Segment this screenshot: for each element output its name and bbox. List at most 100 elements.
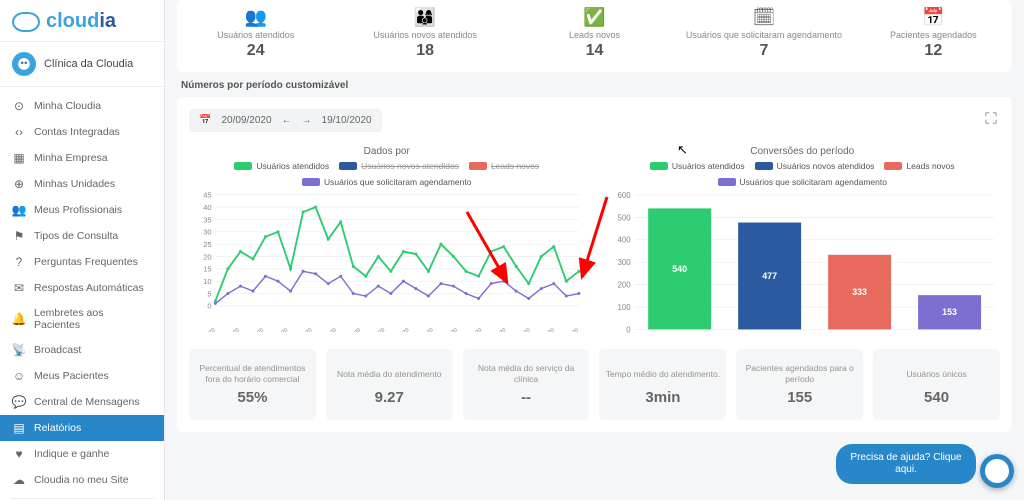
sidebar-item-12[interactable]: ▤ Relatórios [0,415,164,441]
sidebar-item-13[interactable]: ♥Indique e ganhe [0,441,164,467]
bar-legend-item-2[interactable]: Leads novos [884,161,954,171]
bar-legend-swatch-0 [650,162,668,170]
stat-icon-1: 👨‍👩‍👦 [346,6,503,28]
date-end: 19/10/2020 [322,115,372,126]
bar-legend-swatch-1 [755,162,773,170]
date-range-picker[interactable]: 📅 20/09/2020 ← → 19/10/2020 [189,109,382,132]
clinic-selector[interactable]: Clínica da Cloudia [0,41,164,87]
line-chart: 05101520253035404519/09/202021/09/202023… [189,191,585,332]
svg-text:17/10/2020: 17/10/2020 [530,327,555,332]
clinic-avatar-icon [12,52,36,76]
bottom-card-2: Nota média do serviço da clínica-- [463,349,590,420]
stat-value-4: 12 [855,42,1012,60]
svg-text:13/10/2020: 13/10/2020 [482,327,507,332]
bar-legend-item-0[interactable]: Usuários atendidos [650,161,745,171]
line-legend-label-1: Usuários novos atendidos [361,161,459,171]
sidebar-item-2[interactable]: ▦Minha Empresa [0,145,164,171]
stat-label-2: Leads novos [516,30,673,40]
sidebar-item-0[interactable]: ⊙ Minha Cloudia [0,93,164,119]
sidebar-icon-6: ? [12,255,26,269]
svg-text:23/09/2020: 23/09/2020 [240,327,265,332]
sidebar-icon-13: ♥ [12,447,26,461]
brand-text-2: ia [99,10,116,32]
help-avatar-button[interactable] [980,454,1014,488]
bottom-stats-row: Percentual de atendimentos fora do horár… [189,349,1000,420]
svg-text:100: 100 [617,303,631,312]
sidebar-label-5: Tipos de Consulta [34,230,118,242]
sidebar-label-11: Central de Mensagens [34,396,140,408]
sidebar-item-6[interactable]: ?Perguntas Frequentes [0,249,164,275]
help-bubble[interactable]: Precisa de ajuda? Clique aqui. [836,444,976,484]
sidebar-label-0: Minha Cloudia [34,100,101,112]
sidebar-icon-0: ⊙ [12,99,26,113]
bottom-card-label-5: Usuários únicos [879,363,994,385]
sidebar-item-7[interactable]: ✉Respostas Automáticas [0,275,164,301]
sidebar-item-4[interactable]: 👥Meus Profissionais [0,197,164,223]
svg-text:0: 0 [626,325,631,334]
line-legend-item-0[interactable]: Usuários atendidos [234,161,329,171]
svg-text:03/10/2020: 03/10/2020 [361,327,386,332]
sidebar-icon-12: ▤ [12,421,26,435]
stats-row: 👥Usuários atendidos24👨‍👩‍👦Usuários novos… [177,0,1012,72]
sidebar-icon-5: ⚑ [12,229,26,243]
sidebar-item-11[interactable]: 💬Central de Mensagens [0,389,164,415]
sidebar-item-1[interactable]: ‹›Contas Integradas [0,119,164,145]
bottom-card-value-0: 55% [195,389,310,406]
svg-text:10: 10 [203,277,211,286]
svg-text:25: 25 [203,240,211,249]
sidebar-icon-7: ✉ [12,281,26,295]
bar-chart-column: Conversões do período Usuários atendidos… [605,146,1001,339]
brand-text-1: cloud [46,10,99,32]
bar-legend-item-3[interactable]: Usuários que solicitaram agendamento [718,177,887,187]
stat-value-1: 18 [346,42,503,60]
sidebar-item-14[interactable]: ☁Cloudia no meu Site [0,467,164,493]
line-chart-column: Dados por Usuários atendidosUsuários nov… [189,146,585,339]
bottom-card-0: Percentual de atendimentos fora do horár… [189,349,316,420]
bar-legend-label-2: Leads novos [906,161,954,171]
svg-text:19/09/2020: 19/09/2020 [191,327,216,332]
line-chart-legend: Usuários atendidos Usuários novos atendid… [189,161,585,187]
line-legend-item-2[interactable]: Leads novos [469,161,539,171]
bottom-card-value-4: 155 [742,389,857,406]
svg-text:400: 400 [617,236,631,245]
svg-text:18/10/2020: 18/10/2020 [555,327,580,332]
svg-text:09/10/2020: 09/10/2020 [433,327,458,332]
bottom-card-3: Tempo médio do atendimento. 3min [599,349,726,420]
svg-text:11/10/2020: 11/10/2020 [458,327,483,332]
expand-icon[interactable] [984,111,998,125]
sidebar-item-10[interactable]: ☺Meus Pacientes [0,363,164,389]
period-panel: 📅 20/09/2020 ← → 19/10/2020 ↖ Dados por … [177,97,1012,432]
bar-legend-item-1[interactable]: Usuários novos atendidos [755,161,875,171]
svg-text:45: 45 [203,191,211,200]
stat-label-1: Usuários novos atendidos [346,30,503,40]
line-legend-item-3[interactable]: Usuários que solicitaram agendamento [302,177,471,187]
sidebar-label-4: Meus Profissionais [34,204,122,216]
svg-text:500: 500 [617,213,631,222]
cloud-icon [12,12,40,32]
line-legend-swatch-0 [234,162,252,170]
bottom-card-value-3: 3min [605,389,720,406]
sidebar-menu: ⊙ Minha Cloudia ‹›Contas Integradas▦Minha … [0,87,164,500]
sidebar-item-3[interactable]: ⊕Minhas Unidades [0,171,164,197]
sidebar-label-9: Broadcast [34,344,81,356]
bar-legend-label-0: Usuários atendidos [672,161,745,171]
svg-text:200: 200 [617,281,631,290]
sidebar-icon-1: ‹› [12,125,26,139]
arrow-left-icon[interactable]: ← [282,115,292,126]
sidebar-item-9[interactable]: 📡Broadcast [0,337,164,363]
svg-text:15/10/2020: 15/10/2020 [506,327,531,332]
sidebar-label-12: Relatórios [34,422,81,434]
arrow-right-icon[interactable]: → [302,115,312,126]
bar-legend-swatch-3 [718,178,736,186]
stat-icon-2: ✅ [516,6,673,28]
stat-value-2: 14 [516,42,673,60]
bottom-card-label-3: Tempo médio do atendimento. [605,363,720,385]
svg-text:05/10/2020: 05/10/2020 [385,327,410,332]
line-legend-item-1[interactable]: Usuários novos atendidos [339,161,459,171]
bottom-card-5: Usuários únicos540 [873,349,1000,420]
sidebar-item-5[interactable]: ⚑ Tipos de Consulta [0,223,164,249]
svg-text:20: 20 [203,252,211,261]
sidebar-item-8[interactable]: 🔔Lembretes aos Pacientes [0,301,164,337]
bar-chart-legend: Usuários atendidos Usuários novos atendid… [605,161,1001,187]
section-title: Números por período customizável [181,80,1012,91]
